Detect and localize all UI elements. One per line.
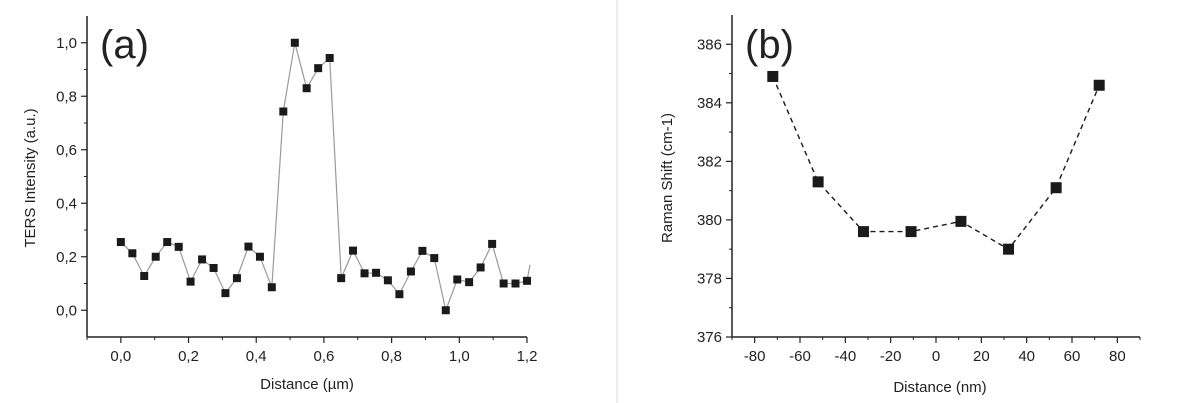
y-axis-label-a: TERS Intensity (a.u.) <box>22 108 39 247</box>
panel-a: (a) Distance (µm) TERS Intensity (a.u.) … <box>22 16 537 393</box>
y-tick-label: 384 <box>697 95 722 112</box>
x-axis-label-a: Distance (µm) <box>260 376 354 393</box>
data-point <box>232 274 241 283</box>
data-point <box>360 269 369 278</box>
data-point <box>523 276 531 285</box>
data-point <box>372 268 381 277</box>
data-point <box>337 274 346 283</box>
data-point <box>499 279 508 288</box>
data-point <box>406 267 415 276</box>
data-point <box>151 252 160 261</box>
data-point <box>511 279 520 288</box>
x-tick-label: -20 <box>880 348 902 365</box>
data-point <box>465 278 474 287</box>
panel-b: (b) Distance (nm) Raman Shift (cm-1) -80… <box>659 15 1141 396</box>
data-point <box>279 107 288 116</box>
data-point <box>441 306 450 315</box>
x-tick-label: -60 <box>789 348 811 365</box>
data-point <box>383 276 392 285</box>
data-point <box>453 275 462 284</box>
x-tick-label: 20 <box>973 348 990 365</box>
data-point <box>767 70 779 82</box>
data-point <box>209 263 218 272</box>
data-point <box>128 249 137 258</box>
series-line <box>772 76 1100 251</box>
x-tick-label: -40 <box>834 348 856 365</box>
x-tick-label: 0,4 <box>246 348 267 365</box>
data-point <box>186 277 195 286</box>
y-tick-label: 380 <box>697 212 722 229</box>
y-tick-label: 0,4 <box>56 195 77 212</box>
x-tick-label: 1,2 <box>517 348 538 365</box>
data-point <box>1050 182 1062 194</box>
data-point <box>1003 243 1015 255</box>
data-point <box>267 283 276 292</box>
data-point <box>488 239 497 248</box>
data-point <box>163 238 172 247</box>
data-point <box>325 53 334 62</box>
x-tick-label: 0,8 <box>381 348 402 365</box>
data-point <box>314 64 323 73</box>
data-point <box>302 84 311 93</box>
data-point <box>349 246 358 255</box>
x-tick-label: 80 <box>1109 348 1126 365</box>
x-tick-label: 40 <box>1018 348 1035 365</box>
data-point <box>221 289 230 298</box>
data-point <box>476 263 485 272</box>
data-point <box>857 226 869 238</box>
x-tick-label: 0,0 <box>110 348 131 365</box>
data-point <box>140 272 149 281</box>
y-tick-label: 378 <box>697 270 722 287</box>
y-tick-label: 0,2 <box>56 249 77 266</box>
y-tick-label: 0,6 <box>56 142 77 159</box>
data-point <box>116 238 125 247</box>
y-axis-label-b: Raman Shift (cm-1) <box>659 113 676 243</box>
data-point <box>395 290 404 299</box>
data-point <box>430 254 439 263</box>
data-point <box>418 246 427 255</box>
x-tick-label: 60 <box>1064 348 1081 365</box>
y-tick-label: 376 <box>697 329 722 346</box>
panel-label-a: (a) <box>100 23 149 67</box>
data-point <box>198 255 207 264</box>
x-tick-label: 0 <box>932 348 940 365</box>
data-point <box>812 176 824 188</box>
y-tick-label: 1,0 <box>56 35 77 52</box>
y-tick-label: 0,0 <box>56 302 77 319</box>
y-tick-label: 386 <box>697 36 722 53</box>
y-tick-label: 0,8 <box>56 88 77 105</box>
x-axis-label-b: Distance (nm) <box>893 379 986 396</box>
x-tick-label: -80 <box>744 348 766 365</box>
x-tick-label: 0,2 <box>178 348 199 365</box>
y-tick-label: 382 <box>697 153 722 170</box>
data-point <box>905 226 917 238</box>
data-point <box>955 215 967 227</box>
data-point <box>255 252 264 261</box>
series-line <box>120 42 528 313</box>
data-point <box>244 242 253 251</box>
data-point <box>1093 79 1105 91</box>
x-tick-label: 0,6 <box>313 348 334 365</box>
data-point <box>174 242 183 251</box>
data-point <box>290 38 299 47</box>
panel-label-b: (b) <box>745 23 794 67</box>
x-tick-label: 1,0 <box>449 348 470 365</box>
